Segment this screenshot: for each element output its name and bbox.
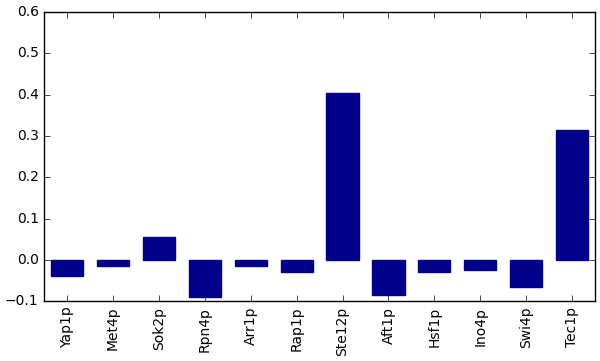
Bar <box>97 260 129 266</box>
Bar <box>143 237 175 260</box>
Bar <box>418 260 451 272</box>
Bar <box>326 92 359 260</box>
Bar <box>510 260 542 287</box>
Bar <box>51 260 83 277</box>
Bar <box>373 260 404 295</box>
Bar <box>189 260 221 297</box>
Bar <box>464 260 496 270</box>
Bar <box>281 260 313 272</box>
Bar <box>235 260 267 266</box>
Bar <box>556 130 588 260</box>
